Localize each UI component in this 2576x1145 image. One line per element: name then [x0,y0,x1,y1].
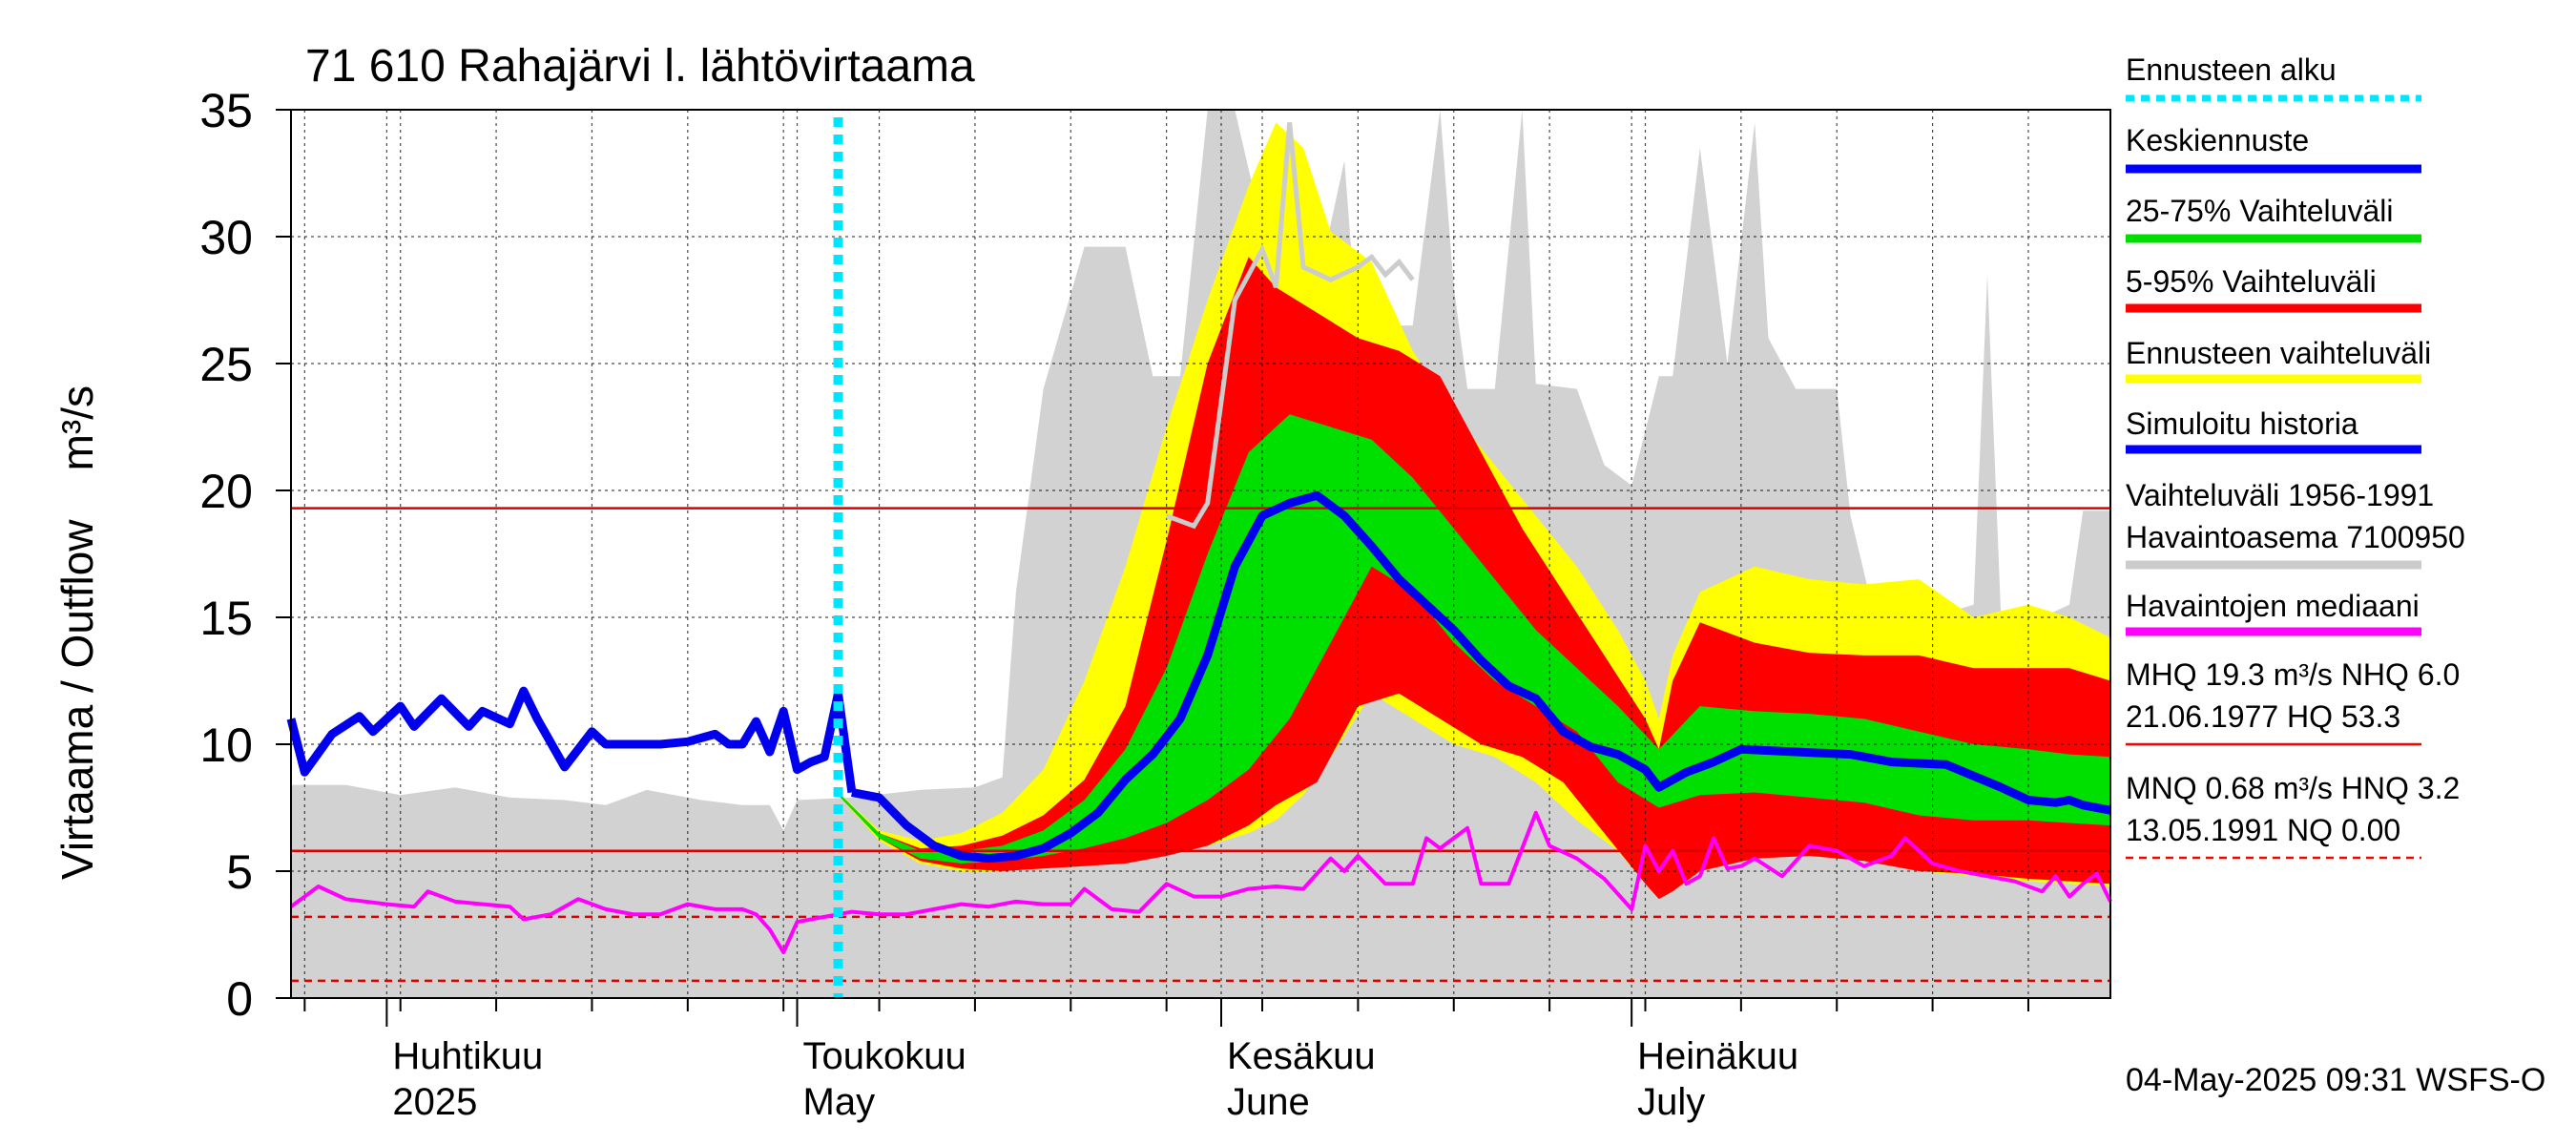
legend-label: 25-75% Vaihteluväli [2126,194,2393,228]
x-month-label-en: July [1637,1081,1705,1123]
legend-label: Ennusteen alku [2126,52,2337,87]
simulated-history-line [286,686,857,794]
y-tick-label: 10 [199,718,253,772]
x-month-label-en: June [1227,1081,1310,1123]
legend-label: 5-95% Vaihteluväli [2126,264,2377,299]
x-month-label-en: 2025 [392,1081,477,1123]
axes-layer: 05101520253035Huhtikuu2025ToukokuuMayKes… [199,84,2029,1123]
legend-label-line2: 13.05.1991 NQ 0.00 [2126,813,2400,847]
y-axis-label: Virtaama / Outflow m³/s [52,385,102,880]
observed-range-top-line [1165,122,1415,530]
y-tick-label: 15 [199,592,253,645]
x-month-label: Kesäkuu [1227,1035,1376,1077]
plot-frame [290,109,2111,999]
timestamp-footer: 04-May-2025 09:31 WSFS-O [2126,1062,2545,1098]
y-tick-label: 35 [199,84,253,137]
legend-label-line2: 21.06.1977 HQ 53.3 [2126,699,2400,734]
legend-label: Keskiennuste [2126,123,2309,157]
legend-label: Simuloitu historia [2126,406,2358,441]
y-tick-label: 25 [199,338,253,391]
legend-label: Vaihteluväli 1956-1991 [2126,478,2434,512]
x-month-label-en: May [803,1081,876,1123]
grid-layer [291,110,2110,998]
y-tick-label: 0 [226,972,253,1026]
observed-median-line [289,810,2112,955]
series-lines-layer [286,117,2112,998]
y-tick-label: 20 [199,465,253,518]
median-forecast-line [851,490,2111,864]
legend-label: Ennusteen vaihteluväli [2126,336,2431,370]
band-layer [291,110,2110,998]
chart-title: 71 610 Rahajärvi l. lähtövirtaama [305,41,975,92]
x-month-label: Toukokuu [803,1035,966,1077]
legend: Ennusteen alku Keskiennuste 25-75% Vaihtel… [2126,52,2465,860]
legend-label: Havaintojen mediaani [2126,589,2420,623]
legend-label: MHQ 19.3 m³/s NHQ 6.0 [2126,657,2460,692]
legend-label-line2: Havaintoasema 7100950 [2126,520,2465,554]
legend-label: MNQ 0.68 m³/s HNQ 3.2 [2126,771,2460,805]
x-month-label: Heinäkuu [1637,1035,1798,1077]
x-month-label: Huhtikuu [392,1035,543,1077]
y-tick-label: 5 [226,845,253,899]
y-tick-label: 30 [199,211,253,264]
